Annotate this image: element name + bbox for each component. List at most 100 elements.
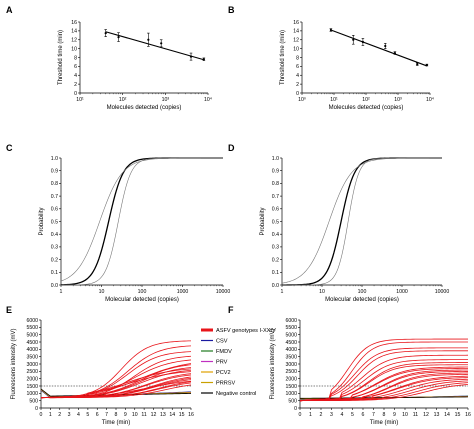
- x-tick-label: 13: [160, 412, 166, 418]
- data-point: [189, 55, 193, 58]
- panel-letter: B: [228, 5, 235, 15]
- y-tick-label: 2500: [285, 369, 297, 375]
- regression-line: [105, 31, 205, 61]
- panel-letter: C: [6, 143, 13, 153]
- legend-label: PCV2: [216, 370, 231, 376]
- x-tick-label: 10000: [435, 289, 450, 295]
- y-tick-label: 8: [296, 55, 299, 61]
- probability-curve-lower: [281, 157, 443, 284]
- x-tick-label: 15: [179, 412, 185, 418]
- panel-c: C 1 10 100 1000 10000 0.0 0.1 0.2 0.3 0.4 0.5 0.6 0.7…: [6, 143, 230, 303]
- y-tick-label: 0.6: [51, 207, 58, 213]
- data-point: [202, 58, 205, 61]
- x-tick-label: 1: [281, 289, 284, 295]
- y-tick-label: 10: [293, 46, 299, 52]
- x-axis-label: Time (min): [102, 420, 130, 426]
- x-tick-label: 10³: [162, 97, 170, 103]
- y-tick-label: 0.6: [272, 207, 279, 213]
- probability-curve-upper: [282, 157, 442, 286]
- x-tick-label: 0: [40, 412, 43, 418]
- x-tick-label: 16: [188, 412, 194, 418]
- y-tick-label: 0.7: [272, 194, 279, 200]
- y-tick-label: 14: [293, 29, 299, 35]
- x-tick-label: 12: [151, 412, 157, 418]
- x-tick-label: 6: [362, 412, 365, 418]
- panel-e: E0 1 2 3 4 5 6 7 8 9 10 11 12 13 14 15 16050010001500200…: [6, 305, 276, 426]
- y-tick-label: 3500: [26, 354, 38, 360]
- y-axis-label: Probability: [260, 207, 266, 235]
- x-tick-label: 3: [330, 412, 333, 418]
- y-tick-label: 500: [288, 398, 297, 404]
- y-tick-label: 0.7: [51, 194, 58, 200]
- probability-curve-lower: [60, 157, 223, 282]
- x-tick-label: 100: [138, 289, 147, 295]
- x-tick-label: 10²: [362, 97, 370, 103]
- panel-d: D 1 10 100 1000 10000 0.0 0.1 0.2 0.3 0.4 0.5 0.6 0.7…: [228, 143, 449, 303]
- y-tick-label: 2: [296, 82, 299, 88]
- x-tick-label: 10000: [216, 289, 231, 295]
- y-tick-label: 4500: [26, 340, 38, 346]
- y-tick-label: 12: [293, 38, 299, 44]
- x-tick-label: 11: [141, 412, 146, 418]
- asfv-curve: [299, 354, 469, 402]
- y-tick-label: 16: [71, 20, 77, 26]
- x-tick-label: 14: [169, 412, 175, 418]
- x-tick-label: 4: [341, 412, 344, 418]
- panel-letter: D: [228, 143, 235, 153]
- x-tick-label: 15: [455, 412, 461, 418]
- x-tick-label: 8: [383, 412, 386, 418]
- y-tick-label: 3000: [285, 362, 297, 368]
- y-tick-label: 5000: [26, 332, 38, 338]
- data-point: [384, 44, 387, 48]
- asfv-curve: [299, 338, 468, 402]
- x-tick-label: 10⁴: [426, 97, 434, 103]
- x-tick-label: 16: [465, 412, 471, 418]
- y-axis-label: Fluorescens intensity (mV): [270, 328, 276, 399]
- x-tick-label: 10³: [394, 97, 402, 103]
- y-tick-label: 500: [29, 398, 38, 404]
- y-tick-label: 6000: [285, 318, 297, 324]
- legend-label: CSV: [216, 339, 228, 345]
- y-tick-label: 2500: [26, 369, 38, 375]
- x-axis-label: Molecular detected (copies): [325, 297, 399, 303]
- x-axis-label: Molecular detected (copies): [105, 297, 179, 303]
- data-point: [147, 38, 150, 41]
- x-tick-label: 14: [444, 412, 450, 418]
- x-tick-label: 9: [393, 412, 396, 418]
- y-tick-label: 0.3: [51, 245, 58, 251]
- y-tick-label: 0.1: [272, 270, 279, 276]
- panel-letter: A: [6, 5, 13, 15]
- x-tick-label: 3: [68, 412, 71, 418]
- panel-letter: F: [228, 305, 234, 315]
- data-point: [352, 38, 355, 41]
- x-tick-label: 13: [434, 412, 440, 418]
- y-tick-label: 6: [296, 64, 299, 70]
- y-axis-label: Probability: [39, 207, 45, 235]
- x-tick-label: 1: [49, 412, 52, 418]
- data-point: [393, 51, 396, 55]
- y-tick-label: 12: [71, 38, 77, 44]
- y-tick-label: 0: [74, 91, 77, 97]
- x-tick-label: 10¹: [330, 97, 338, 103]
- y-tick-label: 14: [71, 29, 77, 35]
- x-axis-label: Time (min): [370, 420, 398, 426]
- y-tick-label: 1500: [26, 384, 38, 390]
- y-tick-label: 5500: [26, 325, 38, 331]
- regression-line: [330, 29, 428, 67]
- y-tick-label: 0: [294, 406, 297, 412]
- x-tick-label: 9: [124, 412, 127, 418]
- y-tick-label: 0.5: [51, 219, 58, 225]
- y-tick-label: 4: [74, 73, 77, 79]
- x-tick-label: 10: [132, 412, 138, 418]
- x-tick-label: 11: [413, 412, 418, 418]
- y-tick-label: 4500: [285, 340, 297, 346]
- y-tick-label: 8: [74, 55, 77, 61]
- y-tick-label: 1500: [285, 384, 297, 390]
- x-tick-label: 0: [299, 412, 302, 418]
- probability-curve-upper: [60, 157, 223, 286]
- y-tick-label: 0.0: [272, 283, 279, 289]
- y-tick-label: 0.1: [51, 270, 58, 276]
- asfv-curve: [40, 384, 192, 399]
- y-tick-label: 1000: [285, 391, 297, 397]
- x-tick-label: 2: [320, 412, 323, 418]
